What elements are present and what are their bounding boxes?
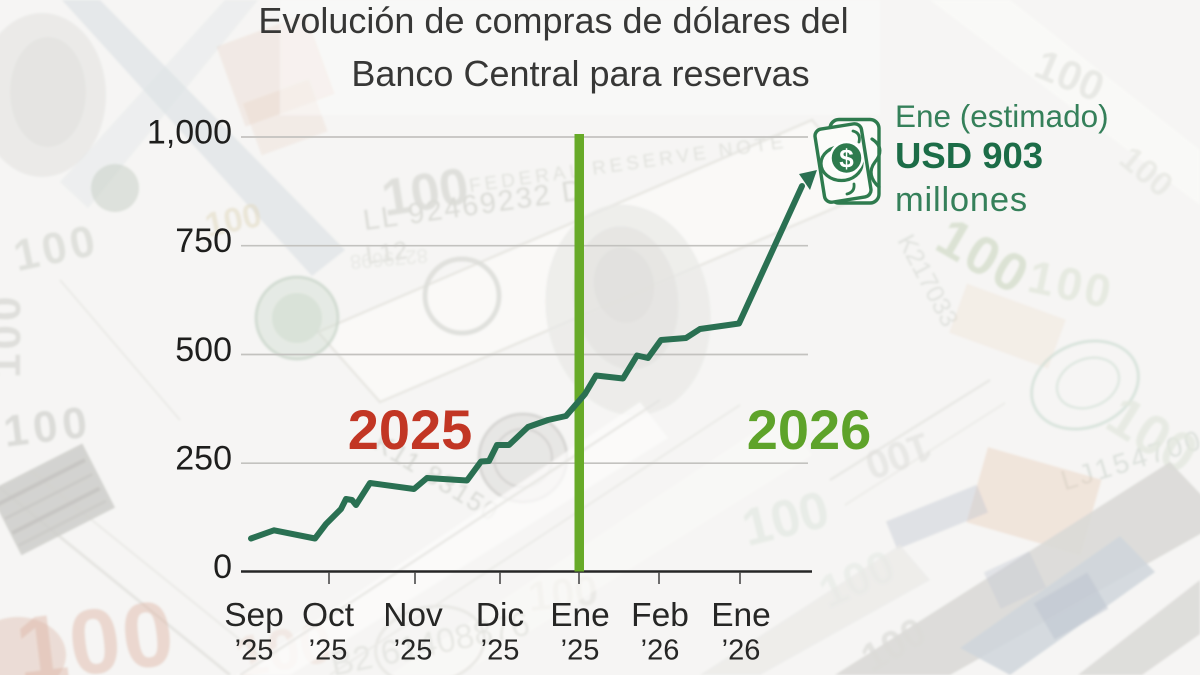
svg-text:’26: ’26 — [641, 635, 680, 667]
svg-text:Banco Central para reservas: Banco Central para reservas — [351, 53, 809, 94]
svg-text:Ene: Ene — [550, 597, 610, 634]
svg-text:millones: millones — [895, 181, 1028, 219]
svg-text:2026: 2026 — [747, 398, 872, 461]
svg-text:$: $ — [839, 144, 854, 174]
svg-text:USD 903: USD 903 — [895, 135, 1043, 176]
svg-text:0: 0 — [213, 548, 232, 586]
svg-text:’25: ’25 — [481, 635, 520, 667]
svg-text:’25: ’25 — [561, 635, 600, 667]
svg-text:Evolución de compras de dólare: Evolución de compras de dólares del — [258, 0, 848, 41]
svg-text:500: 500 — [175, 331, 232, 369]
svg-text:250: 250 — [175, 440, 232, 478]
svg-text:’25: ’25 — [394, 635, 433, 667]
svg-text:Ene (estimado): Ene (estimado) — [895, 98, 1109, 134]
svg-text:1,000: 1,000 — [147, 114, 232, 152]
svg-text:L12: L12 — [364, 236, 409, 270]
svg-text:100: 100 — [0, 293, 30, 378]
svg-text:’25: ’25 — [309, 635, 348, 667]
svg-text:100: 100 — [378, 157, 473, 228]
svg-text:2025: 2025 — [348, 398, 473, 461]
svg-text:750: 750 — [175, 222, 232, 260]
svg-text:Feb: Feb — [631, 597, 689, 634]
svg-text:Nov: Nov — [383, 597, 443, 634]
svg-text:Sep: Sep — [224, 597, 284, 634]
svg-text:’26: ’26 — [722, 635, 761, 667]
svg-text:Ene: Ene — [711, 597, 771, 634]
svg-text:Dic: Dic — [476, 597, 524, 634]
svg-text:Oct: Oct — [302, 597, 355, 634]
svg-text:’25: ’25 — [235, 635, 274, 667]
